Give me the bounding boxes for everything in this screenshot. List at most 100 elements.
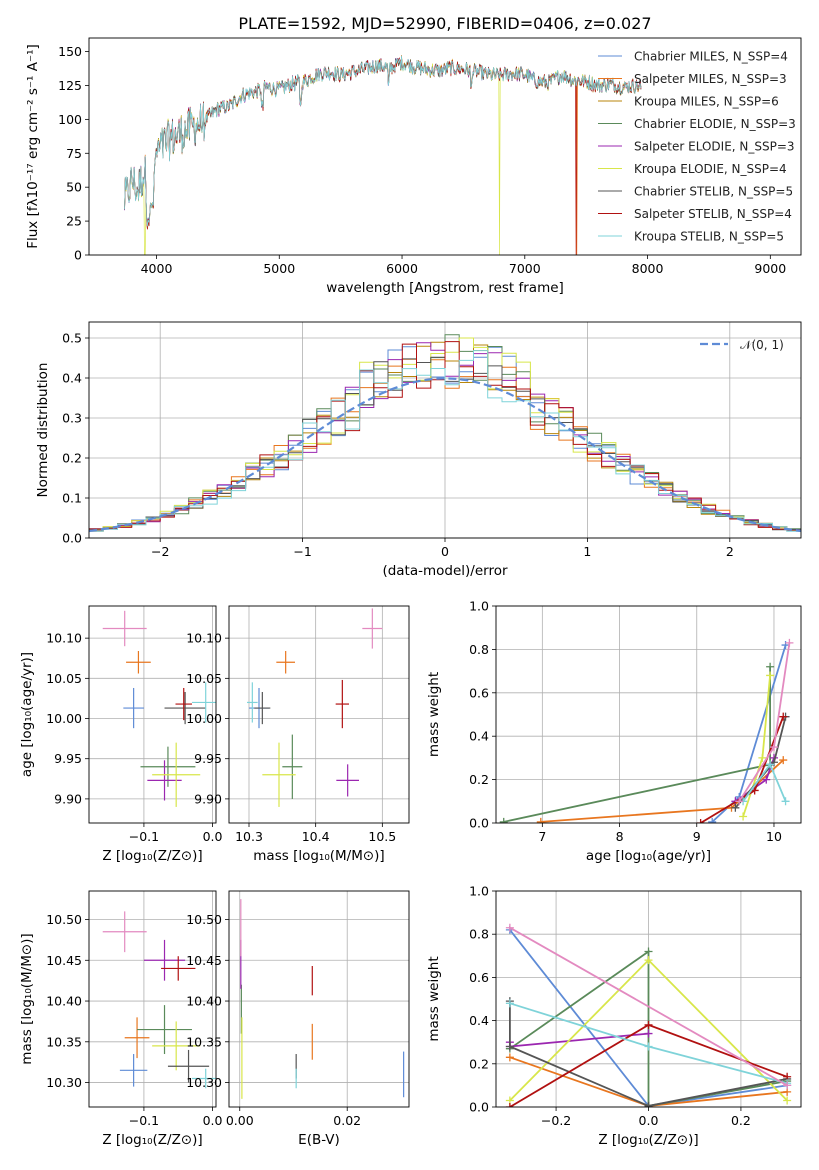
- mass_vs_Z-axes: −0.1 0.0 10.30 10.35 10.40 10.45 10.50 Z [log₁₀…: [19, 891, 223, 1148]
- weight_vs_age-line-3: [503, 666, 771, 823]
- age_vs_mass-point: [336, 764, 359, 797]
- y-tick-label: 10.00: [186, 711, 222, 726]
- x-tick-label: −2: [151, 544, 169, 559]
- weight_vs_Z-marker: [644, 1020, 653, 1029]
- x-tick-label: −0.1: [129, 1113, 159, 1128]
- weight_vs_age-marker: [785, 638, 794, 647]
- mass_vs_Z-point: [119, 1054, 148, 1087]
- x-tick-label: 8: [616, 829, 624, 844]
- y-axis-label: mass weight: [426, 956, 442, 1041]
- y-tick-label: 75: [66, 146, 82, 161]
- mass_vs_Z-point: [143, 939, 186, 981]
- age_vs_mass-point: [254, 691, 271, 725]
- age_vs_mass-point: [362, 608, 383, 649]
- weight_vs_age-marker: [536, 817, 545, 823]
- age_vs_Z-point: [126, 651, 151, 674]
- weight_vs_Z-marker: [505, 1053, 514, 1062]
- mass_vs_EBV-frame: [228, 890, 410, 1108]
- mass_vs_Z-point: [124, 1017, 150, 1059]
- legend-entry: Chabrier ELODIE, N_SSP=3: [634, 117, 796, 131]
- mass_vs_EBV-points: [240, 899, 405, 1099]
- weight_vs_age-marker: [758, 753, 767, 762]
- age_vs_mass-point: [247, 682, 258, 723]
- y-tick-label: 1.0: [469, 884, 489, 899]
- weight_vs_age-marker: [696, 819, 705, 823]
- y-tick-label: 9.95: [194, 751, 222, 766]
- y-tick-label: 9.95: [54, 751, 82, 766]
- x-axis-label: E(B-V): [298, 1132, 340, 1148]
- weight_vs_Z-marker: [644, 1042, 653, 1051]
- age_vs_mass-frame: [228, 605, 410, 824]
- x-axis-label: (data-model)/error: [382, 563, 508, 579]
- weight_vs_age-marker: [779, 712, 788, 721]
- weight_vs_Z-marker: [505, 923, 514, 932]
- y-tick-label: 0.5: [62, 331, 82, 346]
- weight_vs_Z-line-9: [509, 926, 788, 1087]
- x-tick-label: 10.3: [235, 829, 263, 844]
- x-tick-label: 10: [766, 829, 782, 844]
- y-tick-label: 50: [66, 180, 82, 195]
- y-tick-label: 0.2: [62, 451, 82, 466]
- y-tick-label: 9.90: [194, 791, 222, 806]
- mass_vs_Z-frame: [88, 890, 217, 1108]
- y-tick-label: 10.30: [46, 1075, 82, 1090]
- spectrum-frame: [88, 37, 802, 256]
- weight_vs_age-frame: [495, 605, 802, 824]
- y-tick-label: 10.05: [186, 671, 222, 686]
- spectrum-series-3: [124, 57, 642, 226]
- age_vs_Z-point: [175, 687, 192, 721]
- x-tick-label: 4000: [141, 261, 173, 276]
- weight_vs_age-marker: [739, 812, 748, 821]
- y-axis-label: mass weight: [426, 672, 442, 757]
- weight_vs_age-marker: [781, 797, 790, 806]
- age_vs_Z-point: [123, 687, 144, 729]
- weight_vs_Z-marker: [644, 1029, 653, 1038]
- age_vs_mass-points: [247, 608, 383, 807]
- spectrum-series-7: [124, 57, 642, 227]
- weight_vs_Z-axes: −0.2 0.0 0.2 0.0 0.2 0.4 0.6 0.8 1.0 Z [log₁₀(Z/Z…: [426, 884, 801, 1148]
- y-tick-label: 125: [58, 78, 82, 93]
- y-tick-label: 10.35: [46, 1034, 82, 1049]
- weight_vs_age-line-1: [711, 644, 787, 823]
- weight_vs_Z-series: [505, 923, 792, 1107]
- weight_vs_Z-marker: [505, 1103, 514, 1107]
- legend-entry: Kroupa ELODIE, N_SSP=4: [634, 162, 787, 176]
- x-tick-label: 0.2: [731, 1113, 751, 1128]
- spectrum-lines: [124, 54, 642, 255]
- weight_vs_Z-marker: [644, 947, 653, 956]
- mass_vs_Z-point: [152, 1021, 201, 1071]
- x-tick-label: 0.0: [203, 1113, 223, 1128]
- y-tick-label: 25: [66, 214, 82, 229]
- x-axis-label: wavelength [Angstrom, rest frame]: [326, 280, 564, 296]
- weight_vs_age-series: [499, 638, 794, 823]
- weight_vs_age-marker: [708, 817, 717, 823]
- y-tick-label: 10.50: [186, 912, 222, 927]
- weight_vs_age-marker: [499, 817, 508, 823]
- x-tick-label: −1: [293, 544, 311, 559]
- residual-hists: [89, 334, 801, 533]
- spectrum-series-6: [124, 56, 642, 255]
- y-tick-label: 10.30: [186, 1075, 222, 1090]
- y-tick-label: 0.8: [469, 642, 489, 657]
- y-tick-label: 0.0: [469, 1100, 489, 1115]
- x-axis-label: Z [log₁₀(Z/Z⊙)]: [102, 1132, 202, 1148]
- x-tick-label: −0.2: [541, 1113, 571, 1128]
- mass_vs_EBV-axes: 0.00 0.02 10.30 10.35 10.40 10.45 10.50 E(B-V): [186, 891, 409, 1148]
- weight_vs_Z-marker: [783, 1096, 792, 1105]
- x-axis-label: Z [log₁₀(Z/Z⊙)]: [102, 848, 202, 864]
- x-axis-label: Z [log₁₀(Z/Z⊙)]: [598, 1132, 698, 1148]
- spectrum-series-2: [124, 54, 642, 255]
- residuals-axes: −2 −1 0 1 2 0.0 0.1 0.2 0.3 0.4 0.5 (data-model)/er…: [35, 322, 801, 579]
- y-tick-label: 0.4: [469, 729, 489, 744]
- x-tick-label: 7: [538, 829, 546, 844]
- x-tick-label: 9000: [754, 261, 786, 276]
- age_vs_Z-point: [164, 691, 206, 725]
- weight_vs_Z-marker: [644, 1101, 653, 1107]
- y-tick-label: 0.2: [469, 772, 489, 787]
- y-tick-label: 0.4: [62, 371, 82, 386]
- mass_vs_Z-point: [137, 1005, 192, 1055]
- x-tick-label: 9: [693, 829, 701, 844]
- y-tick-label: 10.10: [46, 631, 82, 646]
- weight_vs_age-marker: [769, 743, 778, 752]
- x-tick-label: 0.0: [203, 829, 223, 844]
